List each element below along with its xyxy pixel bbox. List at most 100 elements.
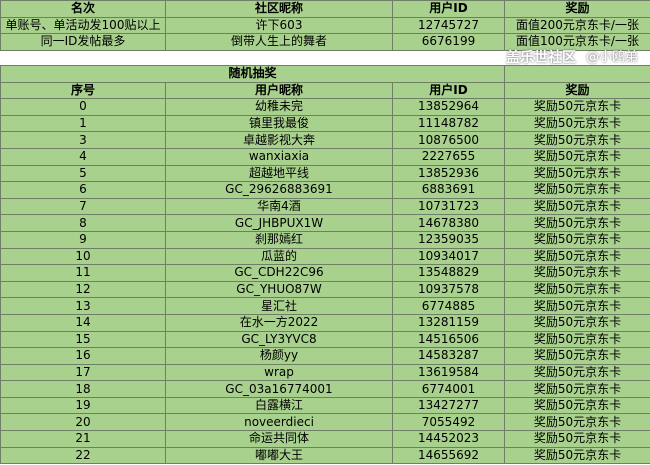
user-id-cell: 13852964	[391, 98, 506, 116]
rank-cell: 13	[0, 297, 166, 315]
watermark-logo: 盖乐世社区	[505, 50, 576, 66]
nickname-cell: 幼稚未完	[165, 98, 393, 116]
reward-cell: 奖励50元京东卡	[504, 114, 650, 133]
rank-cell: 17	[0, 363, 166, 382]
user-id-cell: 10934017	[391, 247, 506, 266]
nickname-cell: 杨颜yy	[165, 347, 393, 365]
user-id-cell: 13427277	[391, 396, 506, 415]
table-row: 6 GC_29626883691 6883691 奖励50元京东卡	[0, 181, 650, 199]
user-id-cell: 6676199	[392, 33, 505, 51]
header-nickname: 社区昵称	[165, 0, 393, 18]
reward-cell: 奖励50元京东卡	[504, 214, 650, 232]
nickname-cell: GC_29626883691	[165, 181, 393, 199]
header-user-id: 用户ID	[392, 0, 505, 18]
top-award-table: 名次 社区昵称 用户ID 奖励 单账号、单活动发100贴以上 许下603 12745…	[0, 0, 650, 51]
table-row: 9 刹那嫣红 12359035 奖励50元京东卡	[0, 230, 650, 249]
user-id-cell: 6774001	[391, 380, 506, 398]
user-id-cell: 13852936	[391, 164, 506, 183]
table-row: 8 GC_JHBPUX1W 14678380 奖励50元京东卡	[0, 214, 650, 232]
table-row: 17 wrap 13619584 奖励50元京东卡	[0, 363, 650, 382]
header-index: 序号	[0, 81, 166, 100]
user-id-cell: 13619584	[391, 363, 506, 382]
user-id-cell: 13281159	[391, 313, 506, 332]
user-id-cell: 2227655	[391, 147, 506, 166]
table-row: 7 华南4酒 10731723 奖励50元京东卡	[0, 197, 650, 216]
nickname-cell: GC_03a16774001	[165, 380, 393, 398]
user-id-cell: 14583287	[391, 347, 506, 365]
rank-cell: 4	[0, 147, 166, 166]
user-id-cell: 14452023	[391, 430, 506, 448]
reward-cell: 奖励50元京东卡	[504, 363, 650, 382]
user-id-cell: 12359035	[391, 230, 506, 249]
nickname-cell: 华南4酒	[165, 197, 393, 216]
nickname-cell: 镇里我最俊	[165, 114, 393, 133]
nickname-cell: 在水一方2022	[165, 313, 393, 332]
table-row: 22 嘟嘟大王 14655692 奖励50元京东卡	[0, 446, 650, 465]
table-row: 18 GC_03a16774001 6774001 奖励50元京东卡	[0, 380, 650, 398]
rank-cell: 11	[0, 264, 166, 282]
user-id-cell: 11148782	[391, 114, 506, 133]
user-id-cell: 14678380	[391, 214, 506, 232]
nickname-cell: 瓜蓝的	[165, 247, 393, 266]
reward-cell: 奖励50元京东卡	[504, 446, 650, 465]
table-row: 单账号、单活动发100贴以上 许下603 12745727 面值200元京东卡/一张	[0, 16, 650, 35]
header-reward: 奖励	[504, 81, 650, 100]
rank-cell: 8	[0, 214, 166, 232]
nickname-cell: GC_CDH22C96	[165, 264, 393, 282]
reward-cell: 奖励50元京东卡	[504, 247, 650, 266]
user-id-cell: 12745727	[392, 16, 505, 35]
rank-cell: 0	[0, 98, 166, 116]
nickname-cell: 嘟嘟大王	[165, 446, 393, 465]
header-user-id: 用户ID	[391, 81, 506, 100]
reward-cell: 奖励50元京东卡	[504, 197, 650, 216]
rank-cell: 18	[0, 380, 166, 398]
rank-cell: 7	[0, 197, 166, 216]
user-id-cell: 6774885	[391, 297, 506, 315]
table-row: 16 杨颜yy 14583287 奖励50元京东卡	[0, 347, 650, 365]
user-id-cell: 6883691	[391, 181, 506, 199]
table-row: 同一ID发帖最多 倒带人生上的舞者 6676199 面值100元京东卡/一张	[0, 33, 650, 51]
user-id-cell: 14516506	[391, 330, 506, 349]
lottery-table: 随机抽奖 序号 用户昵称 用户ID 奖励 0 幼稚未完 13852964 奖励50元京…	[0, 65, 650, 465]
reward-cell: 奖励50元京东卡	[504, 230, 650, 249]
nickname-cell: 许下603	[165, 16, 393, 35]
user-id-cell: 10937578	[391, 280, 506, 299]
rank-cell: 21	[0, 430, 166, 448]
reward-cell: 奖励50元京东卡	[504, 98, 650, 116]
rank-cell: 16	[0, 347, 166, 365]
header-reward: 奖励	[504, 0, 650, 18]
rank-cell: 5	[0, 164, 166, 183]
lottery-title: 随机抽奖	[0, 65, 506, 83]
user-id-cell: 7055492	[391, 413, 506, 432]
table-row: 21 命运共同体 14452023 奖励50元京东卡	[0, 430, 650, 448]
reward-cell: 奖励50元京东卡	[504, 297, 650, 315]
nickname-cell: GC_JHBPUX1W	[165, 214, 393, 232]
reward-cell: 奖励50元京东卡	[504, 280, 650, 299]
reward-cell: 奖励50元京东卡	[504, 430, 650, 448]
rank-cell: 19	[0, 396, 166, 415]
table-row: 11 GC_CDH22C96 13548829 奖励50元京东卡	[0, 264, 650, 282]
nickname-cell: 超越地平线	[165, 164, 393, 183]
nickname-cell: 白露横江	[165, 396, 393, 415]
reward-cell: 奖励50元京东卡	[504, 164, 650, 183]
rank-cell: 20	[0, 413, 166, 432]
table-row: 13 星汇社 6774885 奖励50元京东卡	[0, 297, 650, 315]
rank-cell: 同一ID发帖最多	[0, 33, 166, 51]
reward-cell: 面值200元京东卡/一张	[504, 16, 650, 35]
table-row: 10 瓜蓝的 10934017 奖励50元京东卡	[0, 247, 650, 266]
nickname-cell: 卓越影视大奔	[165, 131, 393, 149]
header-rank: 名次	[0, 0, 166, 18]
user-id-cell: 14655692	[391, 446, 506, 465]
rank-cell: 3	[0, 131, 166, 149]
nickname-cell: 命运共同体	[165, 430, 393, 448]
reward-cell: 奖励50元京东卡	[504, 396, 650, 415]
user-id-cell: 10876500	[391, 131, 506, 149]
table-row: 20 noveerdieci 7055492 奖励50元京东卡	[0, 413, 650, 432]
reward-cell: 面值100元京东卡/一张	[504, 33, 650, 51]
reward-cell: 奖励50元京东卡	[504, 330, 650, 349]
rank-cell: 22	[0, 446, 166, 465]
nickname-cell: 刹那嫣红	[165, 230, 393, 249]
table-row: 12 GC_YHUO87W 10937578 奖励50元京东卡	[0, 280, 650, 299]
header-row: 名次 社区昵称 用户ID 奖励	[0, 0, 650, 18]
nickname-cell: GC_LY3YVC8	[165, 330, 393, 349]
